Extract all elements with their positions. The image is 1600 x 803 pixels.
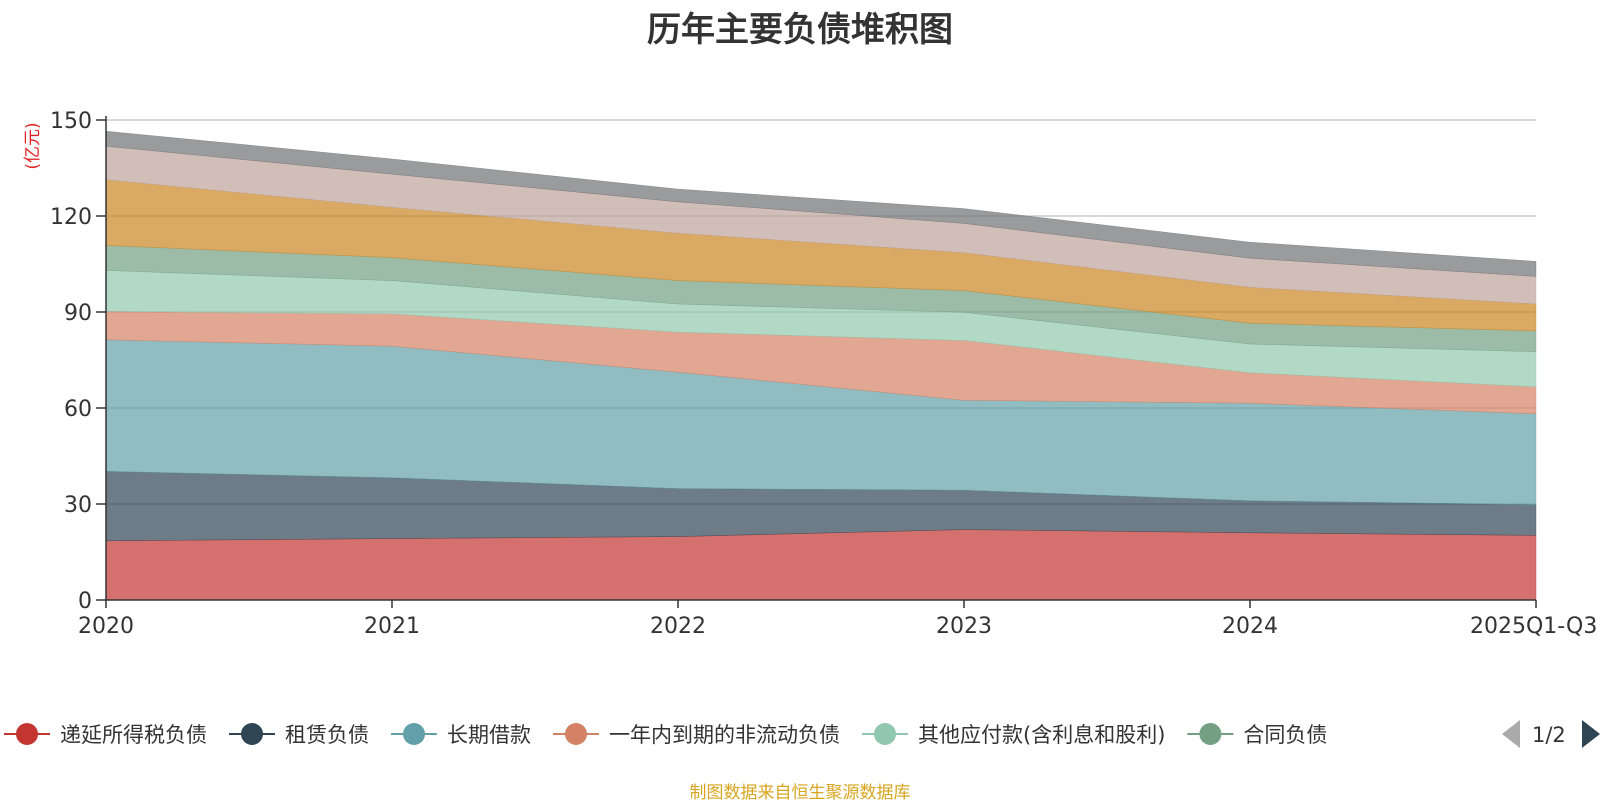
y-axis-unit-label: (亿元) xyxy=(23,122,43,169)
area-series xyxy=(105,130,1537,601)
y-tick-label: 0 xyxy=(78,589,92,614)
y-tick-label: 60 xyxy=(64,397,92,422)
y-tick-label: 150 xyxy=(50,109,92,134)
legend-page-indicator: 1/2 xyxy=(1532,723,1566,747)
legend-label: 递延所得税负债 xyxy=(60,723,207,747)
legend-item[interactable]: 长期借款 xyxy=(391,723,531,747)
legend-marker xyxy=(16,723,38,745)
data-source-note: 制图数据来自恒生聚源数据库 xyxy=(689,783,911,803)
x-tick-label: 2023 xyxy=(936,614,992,639)
area-series-递延所得税负债 xyxy=(105,529,1537,601)
legend-label: 合同负债 xyxy=(1243,723,1327,747)
legend-marker xyxy=(403,723,425,745)
legend-item[interactable]: 其他应付款(含利息和股利) xyxy=(862,723,1165,747)
y-tick-label: 120 xyxy=(50,205,92,230)
legend-item[interactable]: 一年内到期的非流动负债 xyxy=(553,723,840,747)
legend-item[interactable]: 递延所得税负债 xyxy=(4,723,207,747)
legend-label: 租赁负债 xyxy=(285,723,369,747)
axes: 0 30 60 90 120 150 2020 2021 2022 2023 2024 2025Q1-… xyxy=(50,109,1597,639)
legend-label: 长期借款 xyxy=(447,723,531,747)
x-tick-label: 2020 xyxy=(78,614,134,639)
legend-marker xyxy=(565,723,587,745)
x-tick-label: 2022 xyxy=(650,614,706,639)
x-tick-label: 2021 xyxy=(364,614,420,639)
area-series-其他3 xyxy=(105,130,1537,277)
legend: 递延所得税负债 租赁负债 长期借款 一年内到期的非流动负债 其他应付款(含利息和股利) 合… xyxy=(4,720,1600,748)
legend-item[interactable]: 租赁负债 xyxy=(229,723,369,747)
legend-item[interactable]: 合同负债 xyxy=(1187,723,1327,747)
legend-marker xyxy=(241,723,263,745)
legend-marker xyxy=(1199,723,1222,745)
legend-next-icon[interactable] xyxy=(1582,720,1600,748)
x-tick-label: 2025Q1-Q3 xyxy=(1470,614,1597,639)
y-tick-label: 30 xyxy=(64,493,92,518)
y-tick-label: 90 xyxy=(64,301,92,326)
legend-prev-icon[interactable] xyxy=(1502,720,1520,748)
legend-marker xyxy=(874,723,896,745)
legend-label: 一年内到期的非流动负债 xyxy=(609,723,840,747)
x-tick-label: 2024 xyxy=(1222,614,1278,639)
chart-title: 历年主要负债堆积图 xyxy=(647,10,953,50)
legend-label: 其他应付款(含利息和股利) xyxy=(918,723,1165,747)
